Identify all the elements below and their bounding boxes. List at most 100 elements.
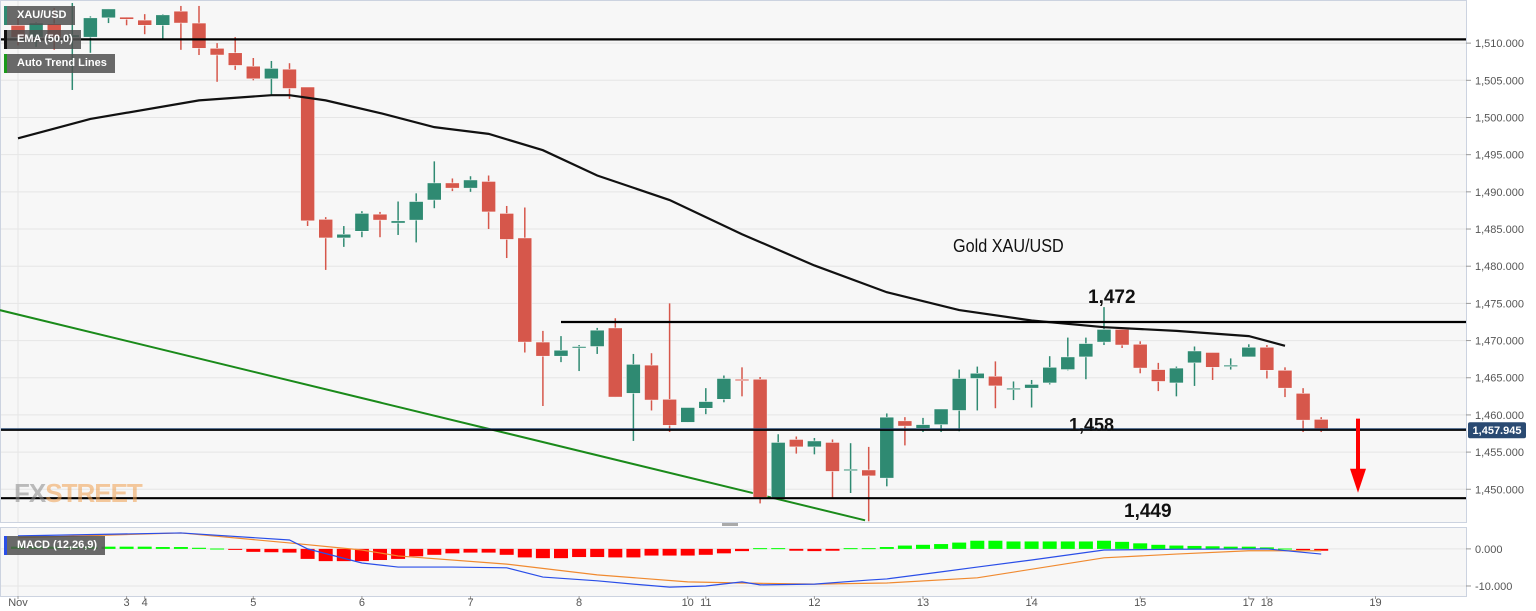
y-tick-label: 1,455.000 (1475, 447, 1524, 459)
x-tick-label: 17 (1243, 597, 1255, 609)
macd-histogram-bar (1187, 545, 1202, 549)
macd-histogram-bar (843, 548, 858, 550)
chart-title-annotation: Gold XAU/USD (953, 236, 1064, 256)
candle-bullish (1006, 381, 1021, 401)
macd-histogram-bar (970, 540, 985, 549)
macd-histogram-bar (173, 547, 188, 549)
macd-histogram-bar (952, 542, 967, 549)
macd-histogram-bar (879, 547, 894, 549)
macd-histogram-bar (354, 548, 369, 562)
candle-body (1277, 370, 1293, 389)
candle-bearish (1259, 345, 1275, 379)
macd-y-tick-label: -10.000 (1475, 581, 1512, 593)
candle-bullish (571, 345, 587, 372)
candle-body (1151, 369, 1166, 382)
x-tick-label: 11 (700, 597, 711, 609)
macd-histogram-bar (735, 548, 749, 552)
macd-histogram-bar (318, 548, 333, 562)
candle-bullish (83, 16, 98, 53)
candle-body (517, 237, 533, 343)
last-price-label: 1,457.945 (1473, 425, 1522, 437)
legend-auto-trend-lines[interactable]: Auto Trend Lines (4, 54, 115, 73)
macd-histogram-bar (753, 548, 768, 550)
y-tick-label: 1,460.000 (1475, 410, 1524, 422)
candle-bearish (662, 303, 677, 433)
candle-body (608, 327, 623, 398)
candle-bearish (119, 16, 134, 26)
candle-bullish (354, 211, 370, 238)
candle-body (155, 14, 171, 26)
macd-histogram-bar (517, 548, 532, 558)
candle-body (336, 233, 352, 239)
candle-bullish (1078, 337, 1094, 380)
x-tick-label: 18 (1261, 597, 1273, 609)
legend-symbol[interactable]: XAU/USD (4, 6, 75, 25)
macd-histogram-bar (1024, 541, 1039, 549)
macd-histogram-bar (391, 548, 406, 559)
macd-histogram-bar (1151, 544, 1166, 549)
macd-histogram-bar (1259, 547, 1274, 549)
candle-body (553, 349, 569, 357)
candle-bearish (227, 37, 243, 70)
candle-body (372, 213, 388, 221)
candle-bearish (318, 217, 333, 270)
candle-bullish (336, 226, 352, 247)
y-tick-label: 1,485.000 (1475, 224, 1524, 236)
macd-histogram-bar (572, 548, 587, 558)
candle-body (1096, 329, 1112, 343)
pane-resize-handle[interactable] (722, 523, 738, 526)
candle-bullish (1187, 346, 1202, 386)
candle-bearish (608, 318, 623, 398)
candle-bearish (300, 86, 315, 227)
candle-bearish (1205, 352, 1220, 380)
legend-ema[interactable]: EMA (50,0) (4, 30, 81, 49)
candle-body (752, 378, 768, 498)
candle-body (1078, 343, 1094, 358)
candle-bearish (1277, 367, 1293, 398)
macd-histogram-bar (1060, 541, 1075, 549)
macd-histogram-bar (608, 548, 623, 558)
macd-histogram-bar (481, 548, 496, 553)
candle-bullish (1096, 307, 1112, 346)
x-tick-label: 3 (124, 597, 130, 609)
candle-body (282, 68, 297, 89)
candle-body (209, 48, 225, 56)
x-tick-label: 8 (576, 597, 582, 609)
candle-bullish (1241, 344, 1257, 358)
y-tick-label: 1,510.000 (1475, 38, 1524, 50)
candle-bullish (933, 408, 949, 433)
y-tick-label: 1,470.000 (1475, 336, 1524, 348)
candle-body (589, 329, 605, 347)
x-tick-label: 15 (1134, 597, 1146, 609)
macd-histogram-bar (1278, 548, 1292, 550)
y-tick-label: 1,450.000 (1475, 484, 1524, 496)
macd-histogram-bar (662, 548, 677, 556)
legend-macd[interactable]: MACD (12,26,9) (4, 536, 106, 555)
last-price-tag (1468, 422, 1526, 439)
candle-body (264, 68, 279, 80)
macd-signal-line (17, 532, 1322, 585)
candle-body (1205, 352, 1220, 368)
x-tick-label: 12 (808, 597, 820, 609)
x-tick-label: 6 (359, 597, 365, 609)
candle-body (1132, 344, 1148, 369)
candle-bullish (716, 375, 732, 403)
candle-bullish (589, 327, 605, 354)
macd-histogram-bar (336, 548, 351, 562)
candle-body (716, 378, 732, 400)
candle-body (662, 399, 677, 426)
candle-body (137, 19, 152, 26)
candle-body (535, 341, 551, 357)
candle-body (897, 420, 913, 427)
macd-histogram-bar (427, 548, 442, 555)
candle-body (933, 408, 949, 425)
support-label-1458: 1,458 (1069, 415, 1115, 435)
candle-body (843, 468, 858, 471)
candle-body (807, 440, 822, 448)
candle-bullish (879, 413, 895, 487)
candle-bullish (698, 388, 714, 415)
candle-body (119, 16, 134, 20)
macd-histogram-bar (535, 548, 550, 559)
candle-bullish (970, 366, 985, 411)
